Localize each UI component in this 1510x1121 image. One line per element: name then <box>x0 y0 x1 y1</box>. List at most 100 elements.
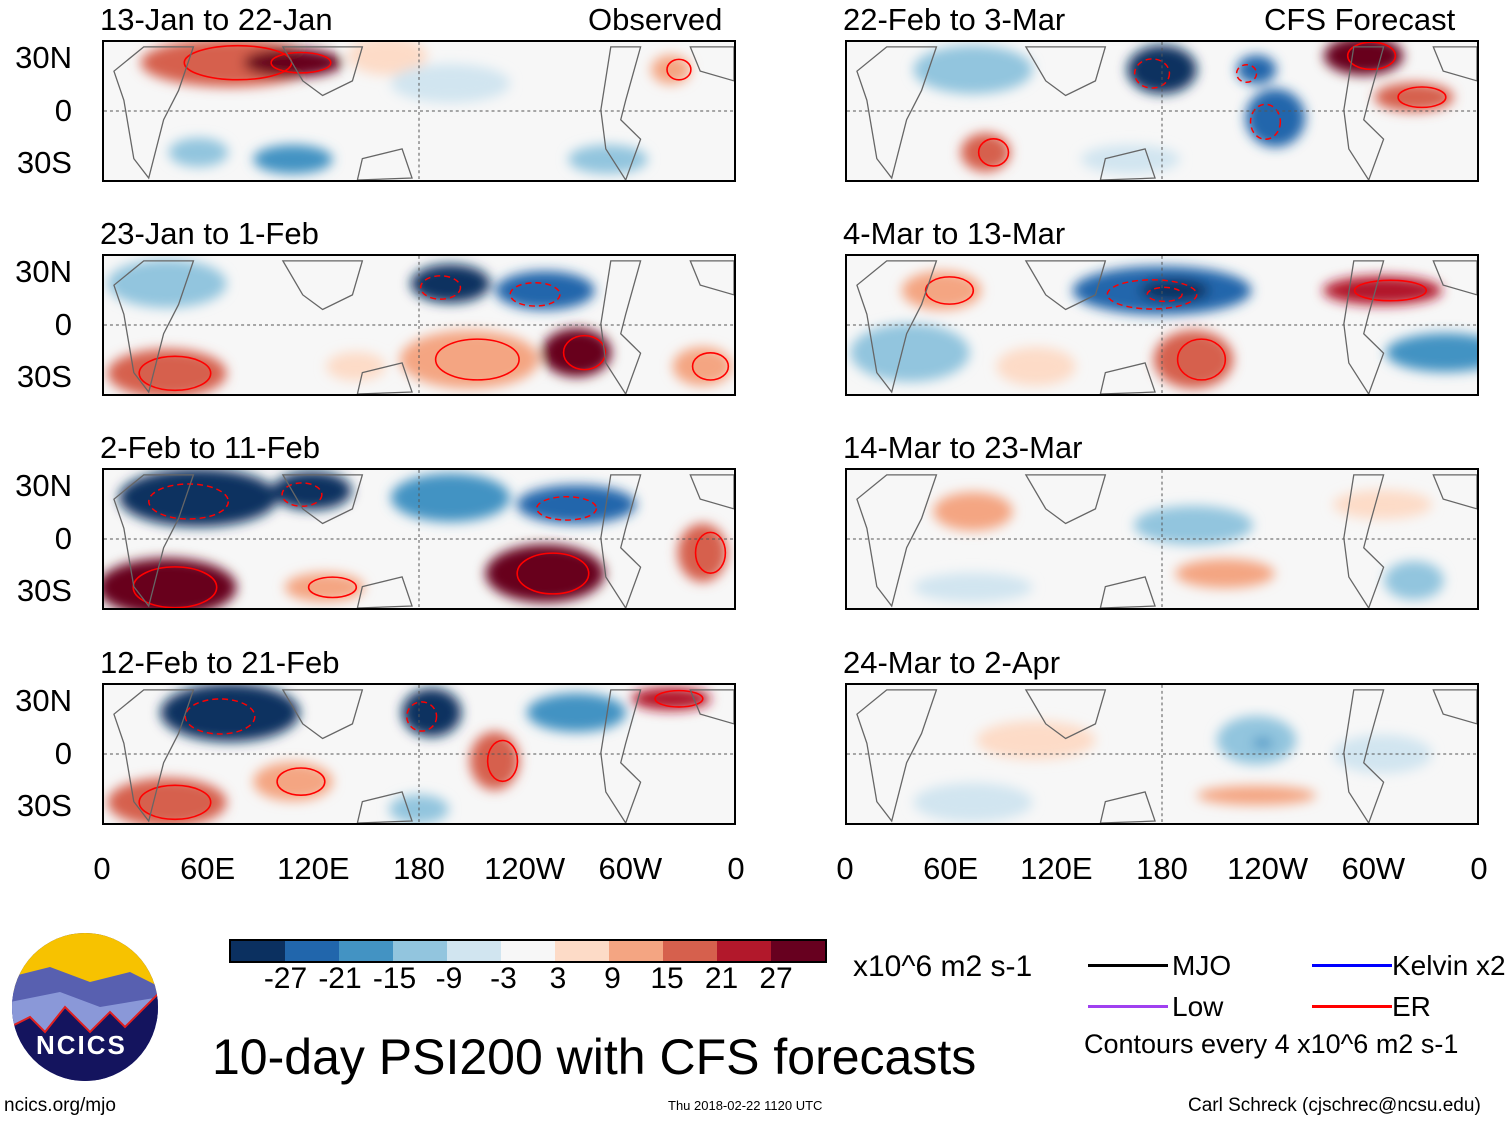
anomaly-region <box>1252 738 1273 748</box>
anomaly-region <box>672 346 733 386</box>
er-contour <box>138 784 212 821</box>
coastline <box>856 689 938 823</box>
lon-tick-label: 120E <box>1020 851 1093 886</box>
legend-low: Low <box>1172 991 1224 1022</box>
anomaly-region <box>1332 734 1433 774</box>
er-contour <box>307 576 358 599</box>
panel-title: 12-Feb to 21-Feb <box>100 645 340 680</box>
coastline <box>1099 576 1156 608</box>
anomaly-region <box>1153 330 1234 389</box>
er-contour-negative <box>148 483 230 520</box>
er-contour <box>924 276 975 305</box>
map-panel <box>102 40 736 182</box>
er-contour-negative <box>1133 58 1171 89</box>
anomaly-region <box>1385 333 1477 373</box>
er-contour <box>138 355 212 392</box>
observed-label: Observed <box>588 2 723 37</box>
anomaly-region <box>1133 505 1254 545</box>
lon-tick-label: 0 <box>93 851 111 886</box>
coastline <box>1024 260 1107 311</box>
anomaly-region <box>913 782 1033 822</box>
anomaly-region <box>1139 278 1210 303</box>
coastline <box>113 46 195 180</box>
panel-title: 4-Mar to 13-Mar <box>843 216 1066 251</box>
lon-tick-label: 60W <box>598 851 663 886</box>
map-panel <box>845 40 1479 182</box>
map-panel <box>845 254 1479 396</box>
anomaly-region <box>901 271 982 310</box>
coastline <box>356 148 413 180</box>
colorbar-swatch <box>663 941 717 961</box>
anomaly-region <box>390 473 511 522</box>
anomaly-region <box>253 762 333 802</box>
colorbar <box>229 939 827 963</box>
colorbar-swatch <box>339 941 393 961</box>
anomaly-region <box>541 328 612 377</box>
anomaly-region <box>347 42 428 76</box>
anomaly-region <box>1332 489 1433 520</box>
legend-kelvin: Kelvin x2 <box>1392 950 1506 981</box>
er-contour-negative <box>509 281 561 307</box>
lon-tick-label: 0 <box>836 851 854 886</box>
coastline <box>281 689 364 740</box>
footer-url[interactable]: ncics.org/mjo <box>4 1095 116 1116</box>
logo-text: NCICS <box>36 1030 127 1060</box>
er-contour-negative <box>184 698 256 735</box>
anomaly-region <box>485 544 605 603</box>
coastline <box>356 362 413 394</box>
er-contour <box>562 334 607 371</box>
coastline <box>600 260 642 394</box>
colorbar-swatch <box>285 941 339 961</box>
coastline <box>1024 689 1107 740</box>
anomaly-region <box>168 137 229 167</box>
coastline <box>281 260 364 311</box>
units-label: x10^6 m2 s-1 <box>853 950 1033 983</box>
colorbar-label: -15 <box>372 962 417 995</box>
lon-tick-label: 0 <box>727 851 745 886</box>
anomaly-region <box>243 48 343 78</box>
anomaly-region <box>107 349 227 394</box>
anomaly-region <box>326 351 386 381</box>
colorbar-swatch <box>771 941 825 961</box>
coastline <box>689 474 734 510</box>
colorbar-swatch <box>717 941 771 961</box>
anomaly-region <box>107 259 227 308</box>
lon-tick-label: 60E <box>923 851 979 886</box>
coastline <box>600 474 642 608</box>
coastline <box>689 46 734 82</box>
lat-tick-label: 30N <box>15 468 72 503</box>
colorbar-swatch <box>393 941 447 961</box>
colorbar-label: -21 <box>318 962 362 995</box>
lat-tick-label: 30N <box>15 254 72 289</box>
coastline <box>281 474 364 525</box>
er-contour <box>654 689 704 708</box>
coastline <box>1343 474 1385 608</box>
map-panel <box>845 468 1479 610</box>
anomaly-region <box>677 523 728 582</box>
coastline <box>1099 148 1156 180</box>
colorbar-swatch <box>447 941 501 961</box>
lat-tick-label: 30N <box>15 683 72 718</box>
er-contour <box>516 552 590 595</box>
anomaly-region <box>272 471 352 511</box>
lat-tick-label: 30S <box>16 359 72 394</box>
anomaly-region <box>1080 144 1181 174</box>
er-contour <box>1176 338 1227 381</box>
er-contour <box>276 767 326 796</box>
colorbar-swatch <box>555 941 609 961</box>
lat-tick-label: 0 <box>54 736 72 771</box>
anomaly-region <box>390 63 511 103</box>
map-panel <box>102 254 736 396</box>
anomaly-region <box>399 330 539 389</box>
colorbar-label: 9 <box>604 962 621 995</box>
anomaly-region <box>913 572 1033 602</box>
coastline <box>356 791 413 823</box>
anomaly-region <box>960 132 1011 172</box>
lon-tick-label: 180 <box>393 851 445 886</box>
anomaly-region <box>850 323 970 382</box>
legend-er: ER <box>1392 991 1431 1022</box>
panel-title: 14-Mar to 23-Mar <box>843 430 1083 465</box>
er-contour <box>977 138 1010 167</box>
lat-tick-label: 30S <box>16 145 72 180</box>
anomaly-region <box>284 572 365 602</box>
